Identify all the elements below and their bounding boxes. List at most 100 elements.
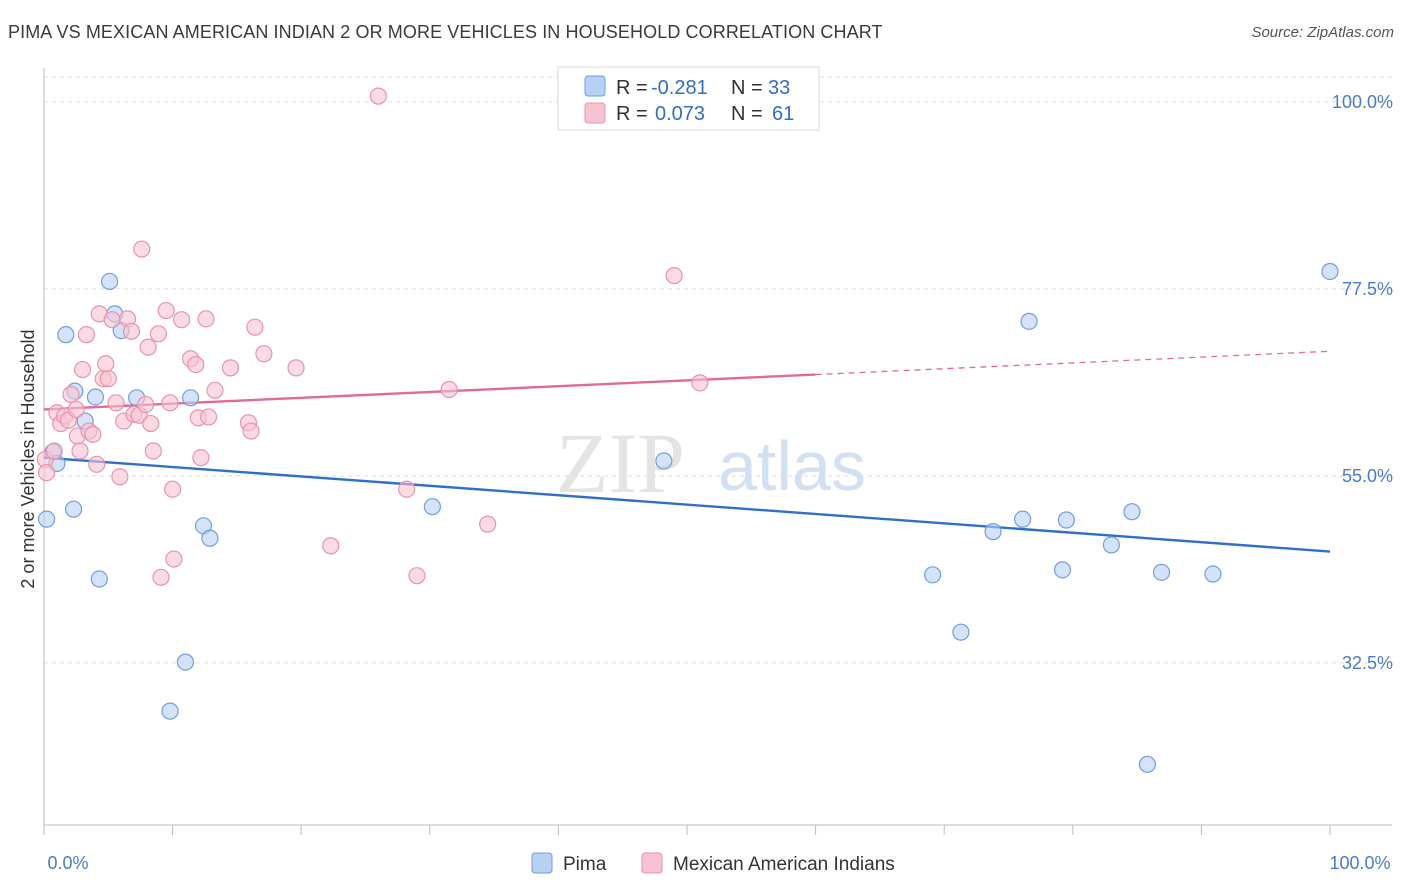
mexican-point	[71, 442, 89, 460]
pima-point	[1014, 510, 1032, 528]
mexican-point	[246, 318, 264, 336]
mexican-point	[144, 442, 162, 460]
mexican-point	[103, 311, 121, 329]
mexican-point	[173, 311, 191, 329]
mexican-point	[45, 442, 63, 460]
mexican-point	[165, 550, 183, 568]
legend-r-value-pima: -0.281	[651, 77, 708, 99]
mexican-point	[192, 449, 210, 467]
y-tick-label: 100.0%	[1332, 92, 1393, 112]
mexican-point	[187, 355, 205, 374]
legend-n-value-mexican: 61	[772, 103, 794, 125]
watermark-atlas: atlas	[718, 427, 866, 505]
bottom-legend-swatch-pima	[531, 852, 553, 874]
mexican-point	[136, 395, 155, 414]
pima-point	[64, 500, 83, 518]
trend-lines	[43, 350, 1331, 553]
mexican-point	[479, 515, 497, 533]
mexican-point	[99, 370, 117, 388]
bottom-legend-label-pima: Pima	[563, 854, 607, 875]
pima-point	[182, 389, 200, 407]
pima-point	[984, 523, 1002, 541]
mexican-point	[322, 537, 340, 555]
mexican-point	[77, 326, 96, 344]
mexican-point	[152, 568, 170, 586]
chart-title: PIMA VS MEXICAN AMERICAN INDIAN 2 OR MOR…	[8, 22, 883, 42]
mexican-point	[440, 380, 458, 399]
pima-point	[1102, 536, 1120, 554]
x-tick-label: 0.0%	[47, 853, 88, 873]
legend-n-label-mexican: N =	[731, 103, 763, 125]
mexican-point	[206, 381, 224, 399]
mexican-point	[149, 325, 168, 343]
pima-point	[176, 653, 195, 671]
legend-n-value-pima: 33	[768, 77, 790, 99]
mexican-point	[133, 240, 151, 258]
pima-point	[1057, 511, 1075, 529]
mexican-point	[369, 87, 387, 105]
correlation-legend: R = -0.281 N = 33 R = 0.073 N = 61	[557, 66, 820, 131]
mexican-point	[67, 400, 85, 419]
mexican-point	[161, 394, 179, 412]
pima-point	[1138, 755, 1156, 773]
pima-point	[37, 510, 56, 528]
mexican-point	[197, 310, 215, 328]
mexican-point	[139, 338, 157, 356]
mexican-point	[665, 267, 683, 285]
pima-point	[1204, 565, 1222, 583]
mexican-point	[157, 301, 175, 320]
mexican-point	[408, 567, 426, 585]
pima-point	[1321, 262, 1339, 281]
mexican-point	[221, 359, 240, 377]
pima-point	[100, 272, 119, 291]
pima-point	[655, 452, 673, 470]
legend-swatch-mexican	[584, 102, 606, 124]
y-tick-label: 32.5%	[1342, 653, 1393, 673]
bottom-legend-label-mexican: Mexican American Indians	[673, 854, 895, 875]
mexican-point	[111, 468, 129, 486]
pima-point	[423, 498, 441, 516]
mexican-point	[242, 422, 260, 440]
mexican-point	[142, 414, 160, 433]
legend-r-label-pima: R =	[616, 77, 648, 99]
mexican-trend-extension	[815, 350, 1331, 376]
mexican-point	[287, 359, 305, 377]
legend-n-label-pima: N =	[731, 77, 763, 99]
mexican-point	[107, 394, 125, 412]
mexican-point	[691, 374, 709, 392]
mexican-point	[255, 345, 273, 363]
legend-r-value-mexican: 0.073	[655, 103, 705, 125]
series-legend: Pima Mexican American Indians	[531, 852, 895, 875]
y-tick-label: 77.5%	[1342, 279, 1393, 299]
pima-point	[924, 566, 942, 584]
pima-point	[57, 326, 75, 344]
y-axis-title: 2 or more Vehicles in Household	[18, 329, 38, 588]
pima-point	[1020, 312, 1038, 330]
pima-point	[90, 570, 108, 588]
mexican-point	[88, 455, 106, 473]
mexican-point	[84, 425, 102, 443]
source-credit: Source: ZipAtlas.com	[1251, 24, 1394, 41]
mexican-point	[37, 464, 56, 482]
axis-labels: 32.5% 55.0% 77.5% 100.0% 0.0% 100.0% 2 or more…	[18, 92, 1393, 873]
mexican-point	[398, 480, 416, 498]
mexican-point	[73, 360, 92, 379]
bottom-legend-swatch-mexican	[641, 852, 663, 874]
gridlines	[44, 76, 1392, 664]
pima-trend-line	[43, 456, 1331, 553]
mexican-point	[122, 322, 141, 340]
x-tick-label: 100.0%	[1329, 853, 1390, 873]
pima-point	[1053, 561, 1072, 579]
pima-point	[86, 388, 105, 406]
pima-point	[952, 623, 970, 641]
y-tick-label: 55.0%	[1342, 466, 1393, 486]
mexican-point	[97, 355, 115, 373]
data-points	[36, 87, 1339, 773]
mexican-point	[200, 408, 218, 426]
mexican-point	[164, 480, 182, 498]
legend-r-label-mexican: R =	[616, 103, 648, 125]
watermark: ZIP atlas	[556, 415, 866, 511]
pima-point	[1152, 563, 1171, 581]
mexican-point	[62, 385, 80, 404]
